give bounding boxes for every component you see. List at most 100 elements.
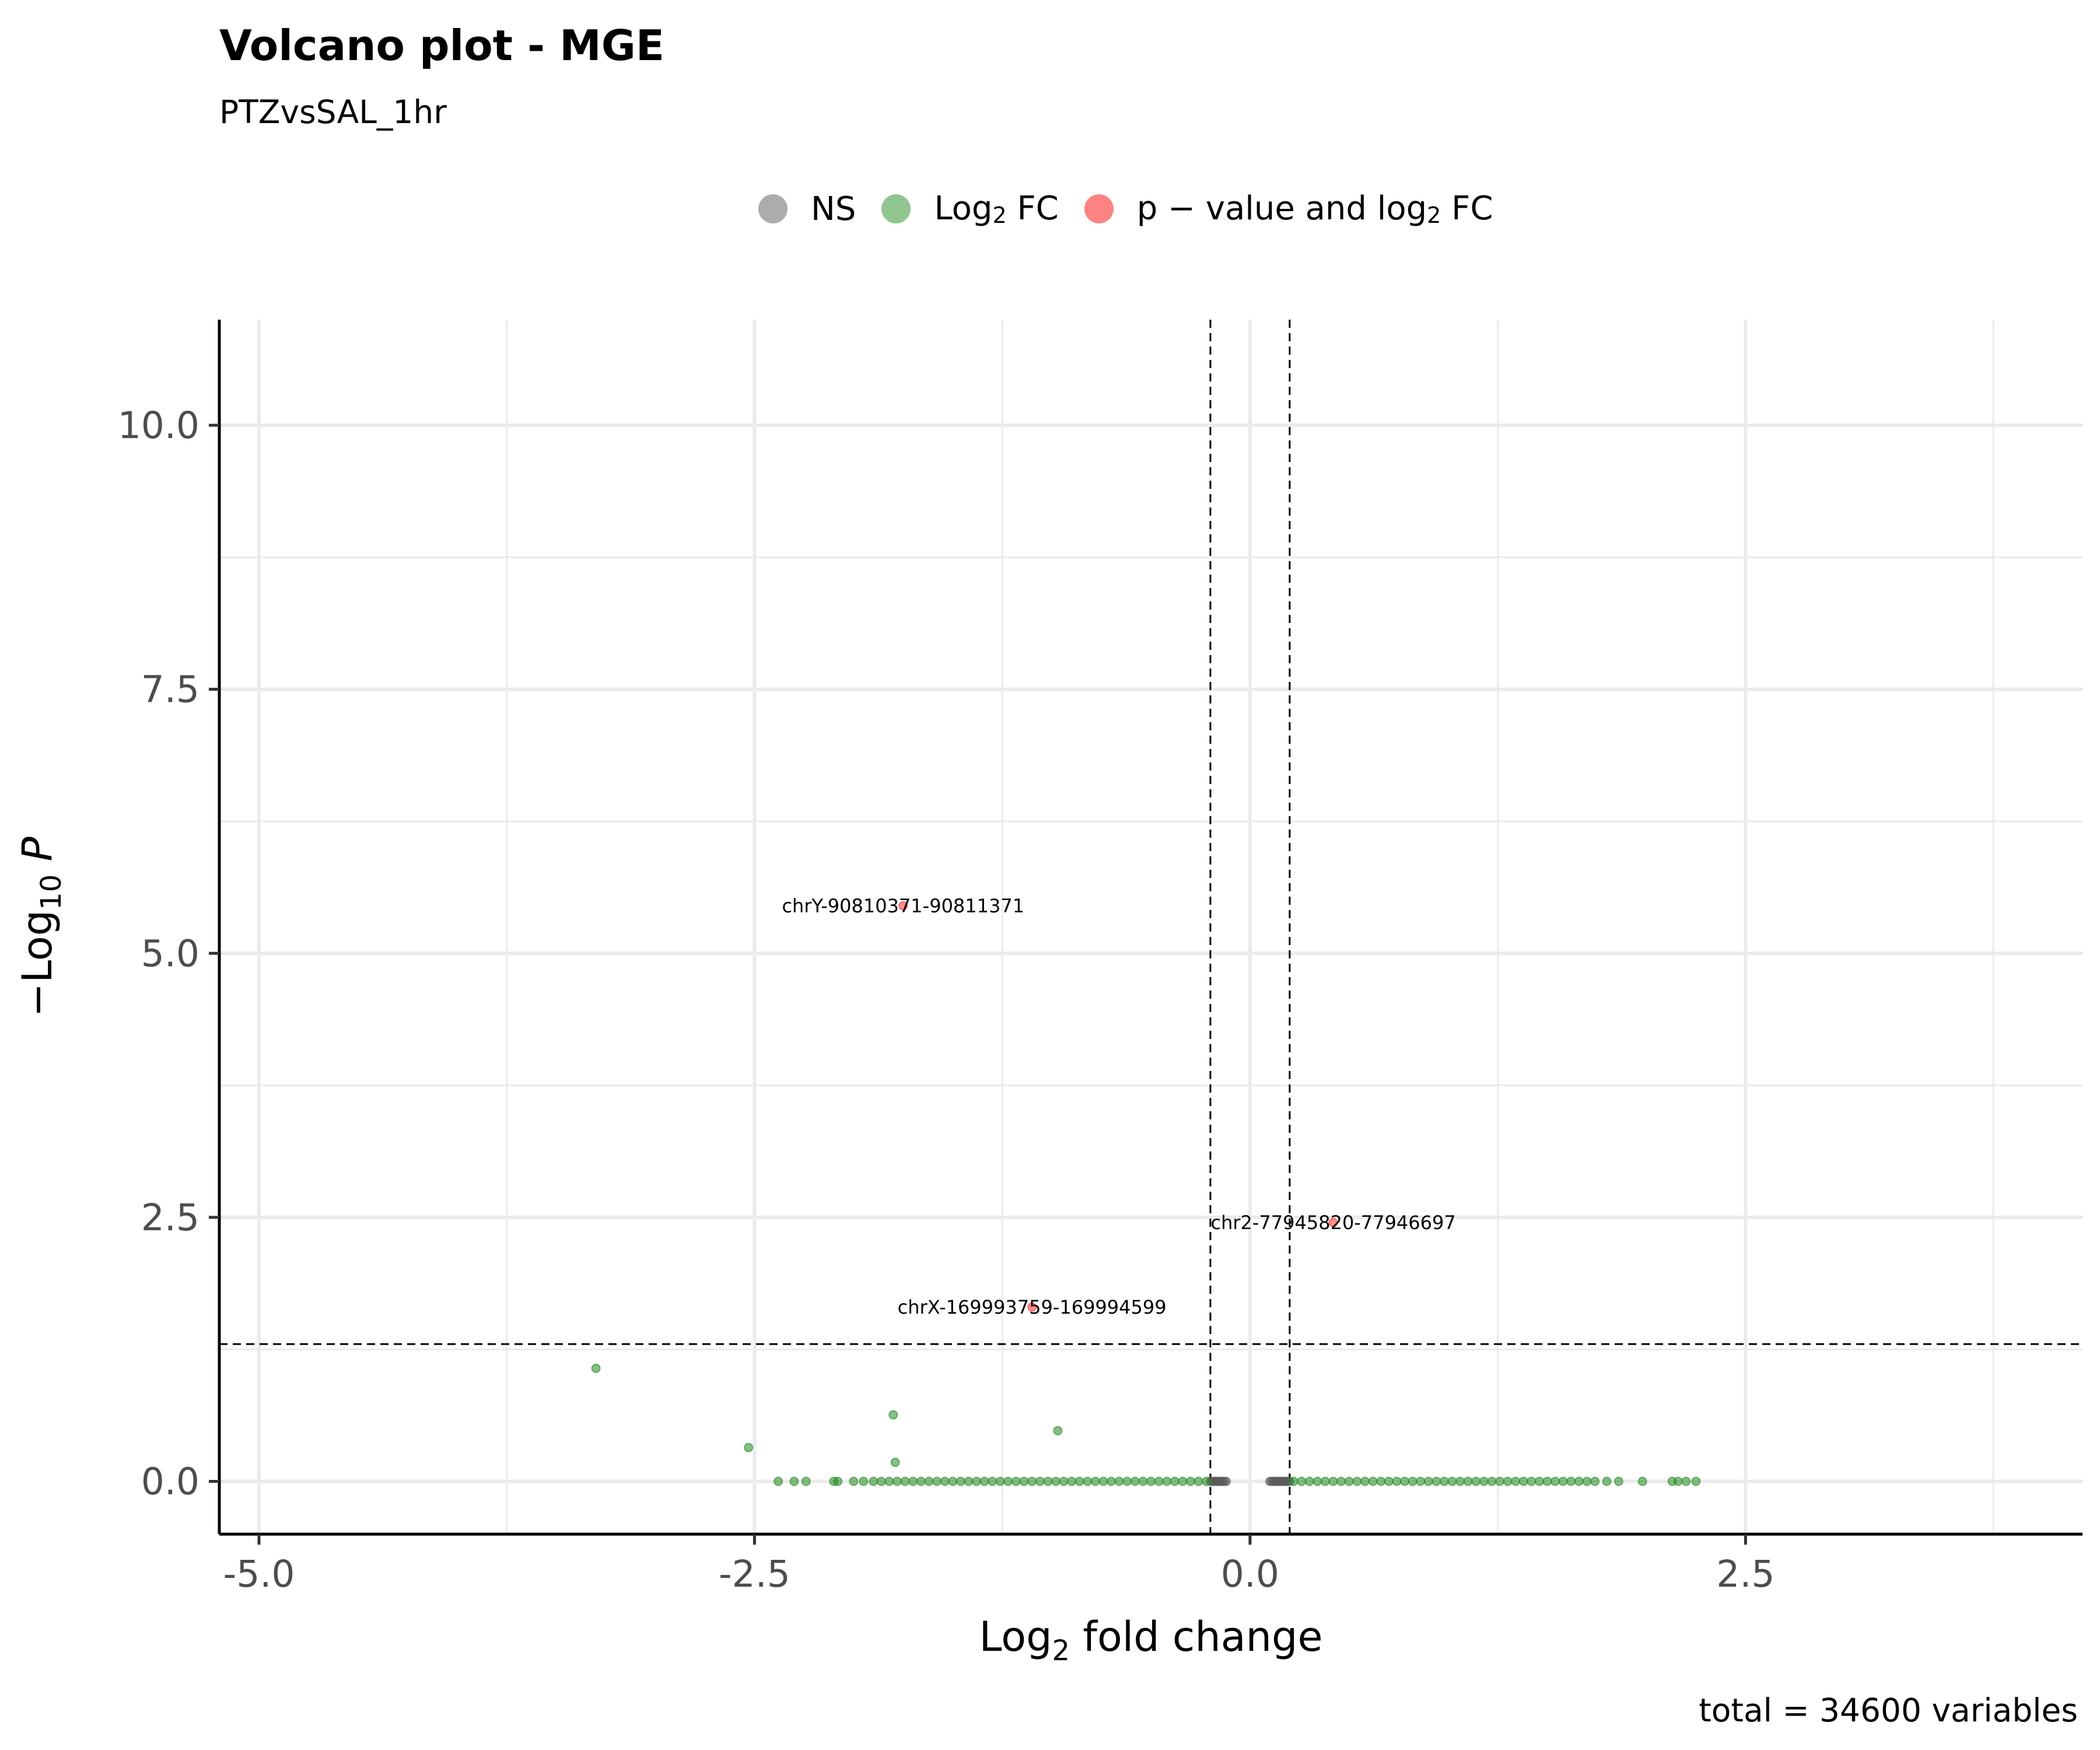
data-point-log2fc	[900, 1476, 910, 1486]
data-point-log2fc	[1392, 1476, 1402, 1486]
data-point-log2fc	[1582, 1476, 1592, 1486]
x-axis-title-sub: 2	[1052, 1634, 1070, 1667]
data-point-log2fc	[1566, 1476, 1576, 1486]
legend-label-significant-sub: 2	[1427, 202, 1441, 228]
data-point-log2fc	[801, 1476, 811, 1486]
data-point-log2fc	[774, 1476, 783, 1486]
legend-item-ns: NS	[758, 190, 856, 228]
data-point-log2fc	[1637, 1476, 1647, 1486]
data-point-log2fc	[869, 1476, 878, 1486]
data-point-log2fc	[948, 1476, 958, 1486]
legend-item-significant: p − value and log2 FC	[1084, 190, 1493, 228]
data-point-log2fc	[964, 1476, 974, 1486]
data-point-log2fc	[1138, 1476, 1148, 1486]
data-point-log2fc	[1614, 1476, 1623, 1486]
x-axis-title-tail: fold change	[1070, 1613, 1322, 1661]
y-axis-title: −Log10 P	[13, 836, 68, 1017]
data-point-log2fc	[1503, 1476, 1513, 1486]
data-point-log2fc	[1463, 1476, 1473, 1486]
data-point-log2fc	[1043, 1476, 1053, 1486]
grid-lines	[219, 320, 2082, 1534]
legend-key-log2fc	[881, 194, 911, 223]
data-point-log2fc	[1344, 1476, 1354, 1486]
legend-key-significant	[1084, 194, 1114, 223]
data-point-log2fc	[859, 1476, 869, 1486]
data-point-log2fc	[1178, 1476, 1188, 1486]
data-point-log2fc	[1399, 1476, 1409, 1486]
y-tick-label: 10.0	[118, 404, 200, 447]
data-point-log2fc	[940, 1476, 950, 1486]
data-point-log2fc	[1423, 1476, 1433, 1486]
x-tick-label: 0.0	[1221, 1553, 1279, 1595]
x-axis-title-main: Log	[979, 1613, 1052, 1661]
data-point-log2fc	[1027, 1476, 1037, 1486]
data-point-log2fc	[1471, 1476, 1481, 1486]
y-axis-title-main: −Log	[13, 910, 61, 1017]
data-point-log2fc	[888, 1410, 898, 1420]
data-point-log2fc	[1098, 1476, 1108, 1486]
data-point-log2fc	[1304, 1476, 1314, 1486]
data-point-log2fc	[1114, 1476, 1124, 1486]
legend-label-log2fc: Log2 FC	[934, 190, 1058, 228]
data-point-log2fc	[849, 1476, 859, 1486]
point-labels: chrY-90810371-90811371 chr2-77945820-7794…	[782, 895, 1455, 1318]
data-point-log2fc	[1170, 1476, 1180, 1486]
data-point-log2fc	[1416, 1476, 1426, 1486]
data-point-log2fc	[1602, 1476, 1612, 1486]
y-axis-title-sub: 10	[35, 874, 68, 910]
data-point-log2fc	[956, 1476, 965, 1486]
data-point-log2fc	[1297, 1476, 1307, 1486]
data-point-significant	[1328, 1217, 1338, 1227]
data-point-log2fc	[833, 1476, 843, 1486]
data-point-log2fc	[1691, 1476, 1701, 1486]
data-point-log2fc	[1558, 1476, 1568, 1486]
chart-subtitle: PTZvsSAL_1hr	[219, 93, 447, 131]
data-point-log2fc	[1074, 1476, 1084, 1486]
x-tick-label: -5.0	[223, 1553, 295, 1595]
data-point-log2fc	[1550, 1476, 1560, 1486]
data-point-log2fc	[1289, 1476, 1298, 1486]
data-point-log2fc	[1328, 1476, 1338, 1486]
data-point-log2fc	[1059, 1476, 1069, 1486]
data-point-log2fc	[890, 1457, 900, 1467]
data-point-log2fc	[916, 1476, 926, 1486]
data-point-log2fc	[979, 1476, 989, 1486]
data-point-log2fc	[1590, 1476, 1600, 1486]
data-point-log2fc	[1130, 1476, 1140, 1486]
legend-key-ns	[758, 194, 788, 223]
y-axis-title-tail: P	[13, 836, 61, 874]
x-axis-title: Log2 fold change	[979, 1613, 1322, 1667]
y-tick-label: 0.0	[141, 1460, 200, 1503]
data-point-significant	[898, 901, 908, 911]
x-tick-label: -2.5	[719, 1553, 790, 1595]
data-point-log2fc	[1518, 1476, 1528, 1486]
data-point-log2fc	[1003, 1476, 1013, 1486]
data-point-log2fc	[1511, 1476, 1521, 1486]
data-point-log2fc	[1083, 1476, 1093, 1486]
data-point-log2fc	[1067, 1476, 1077, 1486]
data-point-ns	[1222, 1476, 1231, 1486]
data-point-log2fc	[971, 1476, 981, 1486]
legend-label-log2fc-main: Log	[934, 190, 993, 228]
data-point-log2fc	[1053, 1426, 1063, 1436]
data-point-log2fc	[744, 1443, 754, 1452]
data-point-log2fc	[1154, 1476, 1164, 1486]
data-point-log2fc	[1146, 1476, 1156, 1486]
data-point-log2fc	[1368, 1476, 1378, 1486]
data-point-log2fc	[789, 1476, 799, 1486]
data-point-log2fc	[1202, 1476, 1212, 1486]
data-point-log2fc	[1574, 1476, 1584, 1486]
data-point-log2fc	[1681, 1476, 1691, 1486]
data-point-log2fc	[1673, 1476, 1683, 1486]
data-point-log2fc	[1384, 1476, 1394, 1486]
legend-label-log2fc-sub: 2	[992, 202, 1007, 228]
data-point-log2fc	[1360, 1476, 1370, 1486]
legend-label-log2fc-tail: FC	[1006, 190, 1059, 228]
data-point-log2fc	[1019, 1476, 1029, 1486]
data-point-log2fc	[1534, 1476, 1544, 1486]
chart-caption: total = 34600 variables	[1699, 1692, 2078, 1729]
data-point-log2fc	[1051, 1476, 1060, 1486]
legend: NS Log2 FC p − value and log2 FC	[758, 186, 1518, 232]
y-tick-label: 7.5	[141, 668, 200, 711]
data-point-log2fc	[884, 1476, 894, 1486]
